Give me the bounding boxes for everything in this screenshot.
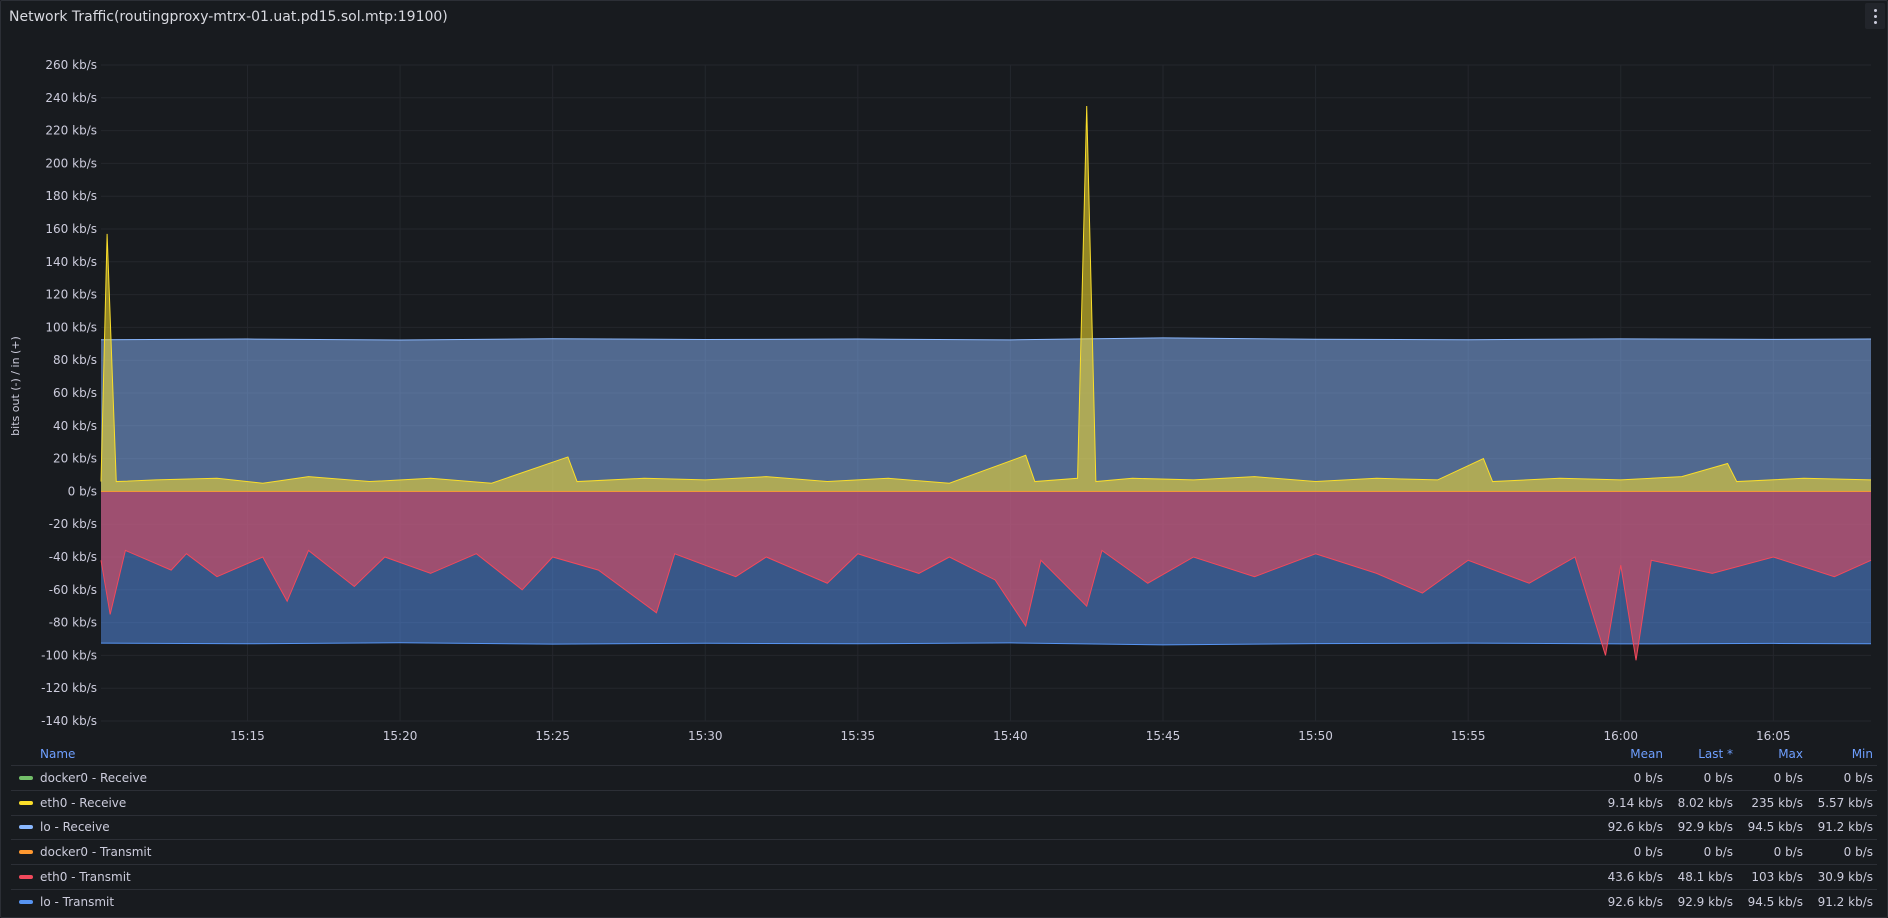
legend-swatch[interactable] xyxy=(19,899,33,904)
legend-mean: 0 b/s xyxy=(1633,770,1663,785)
legend-mean: 92.6 kb/s xyxy=(1607,820,1663,835)
series-line xyxy=(100,337,1872,341)
x-tick-label: 15:35 xyxy=(841,729,876,741)
y-axis-label: bits out (-) / in (+) xyxy=(9,336,22,436)
legend-series-name[interactable]: eth0 - Receive xyxy=(40,795,127,810)
y-tick-label: -20 kb/s xyxy=(49,517,97,531)
x-tick-label: 15:40 xyxy=(993,729,1028,741)
legend-min: 0 b/s xyxy=(1843,845,1873,860)
x-tick-label: 16:05 xyxy=(1756,729,1791,741)
panel-title: Network Traffic(routingproxy-mtrx-01.uat… xyxy=(9,9,448,25)
legend-last: 48.1 kb/s xyxy=(1677,870,1733,885)
x-tick-label: 15:30 xyxy=(688,729,723,741)
y-tick-label: 220 kb/s xyxy=(45,124,97,138)
legend-series-name[interactable]: docker0 - Receive xyxy=(40,770,147,785)
y-tick-label: 240 kb/s xyxy=(45,91,97,105)
legend-table: Name Mean Last * Max Min docker0 - Recei… xyxy=(11,743,1877,914)
series-line xyxy=(100,642,1872,646)
legend-mean: 9.14 kb/s xyxy=(1607,795,1663,810)
legend-swatch[interactable] xyxy=(19,800,33,805)
legend-swatch[interactable] xyxy=(19,775,33,780)
vertical-ellipsis-icon xyxy=(1873,7,1877,25)
legend-last: 92.9 kb/s xyxy=(1677,820,1733,835)
y-tick-label: 260 kb/s xyxy=(45,58,97,72)
legend-last: 0 b/s xyxy=(1703,845,1733,860)
y-tick-label: -100 kb/s xyxy=(41,648,97,662)
legend-max: 103 kb/s xyxy=(1751,870,1803,885)
y-tick-label: -80 kb/s xyxy=(49,616,97,630)
legend-series-name[interactable]: docker0 - Transmit xyxy=(40,845,152,860)
legend-swatch[interactable] xyxy=(19,825,33,830)
y-tick-label: 180 kb/s xyxy=(45,189,97,203)
series-line xyxy=(100,549,1872,661)
y-tick-label: 200 kb/s xyxy=(45,156,97,170)
legend-col-mean[interactable]: Mean xyxy=(1630,747,1663,761)
x-tick-label: 15:50 xyxy=(1298,729,1333,741)
legend-min: 30.9 kb/s xyxy=(1817,870,1873,885)
legend-swatch[interactable] xyxy=(19,850,33,855)
legend-max: 235 kb/s xyxy=(1751,795,1803,810)
y-tick-label: 80 kb/s xyxy=(53,353,97,367)
y-tick-label: 60 kb/s xyxy=(53,386,97,400)
legend-row[interactable]: eth0 - Transmit 43.6 kb/s 48.1 kb/s 103 … xyxy=(11,864,1877,889)
legend-swatch[interactable] xyxy=(19,875,33,880)
legend-series-name[interactable]: lo - Receive xyxy=(40,820,110,835)
legend-col-name[interactable]: Name xyxy=(40,747,76,761)
y-tick-label: 100 kb/s xyxy=(45,320,97,334)
x-tick-label: 16:00 xyxy=(1603,729,1638,741)
series-area xyxy=(101,491,1871,661)
y-tick-label: -140 kb/s xyxy=(41,714,97,728)
chart-plot[interactable]: 260 kb/s 240 kb/s 220 kb/s 200 kb/s 180 kb/s… xyxy=(1,1,1887,741)
y-tick-label: -40 kb/s xyxy=(49,550,97,564)
y-tick-label: 40 kb/s xyxy=(53,419,97,433)
y-axis: 260 kb/s 240 kb/s 220 kb/s 200 kb/s 180 kb/s… xyxy=(41,58,97,728)
x-axis: 15:15 15:20 15:25 15:30 15:35 15:40 15:45 15:50… xyxy=(230,729,1790,741)
legend-last: 92.9 kb/s xyxy=(1677,894,1733,909)
legend-mean: 92.6 kb/s xyxy=(1607,894,1663,909)
x-tick-label: 15:15 xyxy=(230,729,265,741)
legend-min: 5.57 kb/s xyxy=(1817,795,1873,810)
legend-series-name[interactable]: lo - Transmit xyxy=(40,894,115,909)
legend-row[interactable]: docker0 - Transmit 0 b/s 0 b/s 0 b/s 0 b… xyxy=(11,839,1877,864)
y-tick-label: 160 kb/s xyxy=(45,222,97,236)
legend-max: 94.5 kb/s xyxy=(1747,820,1803,835)
legend-mean: 43.6 kb/s xyxy=(1607,870,1663,885)
series-line xyxy=(100,105,1872,484)
x-tick-label: 15:55 xyxy=(1451,729,1486,741)
y-tick-label: 120 kb/s xyxy=(45,288,97,302)
y-tick-label: 20 kb/s xyxy=(53,452,97,466)
legend-col-last[interactable]: Last * xyxy=(1698,747,1733,761)
legend-max: 0 b/s xyxy=(1773,770,1803,785)
panel-menu-button[interactable] xyxy=(1865,3,1885,29)
legend-header: Name Mean Last * Max Min xyxy=(11,743,1877,765)
legend-series-name[interactable]: eth0 - Transmit xyxy=(40,870,131,885)
legend-mean: 0 b/s xyxy=(1633,845,1663,860)
legend-max: 0 b/s xyxy=(1773,845,1803,860)
legend-min: 91.2 kb/s xyxy=(1817,820,1873,835)
legend-last: 8.02 kb/s xyxy=(1677,795,1733,810)
legend-min: 0 b/s xyxy=(1843,770,1873,785)
y-tick-label: -60 kb/s xyxy=(49,583,97,597)
legend-row[interactable]: docker0 - Receive 0 b/s 0 b/s 0 b/s 0 b/… xyxy=(11,765,1877,790)
y-tick-label: -120 kb/s xyxy=(41,681,97,695)
legend-min: 91.2 kb/s xyxy=(1817,894,1873,909)
y-tick-label: 0 b/s xyxy=(68,484,97,498)
y-tick-label: 140 kb/s xyxy=(45,255,97,269)
legend-row[interactable]: eth0 - Receive 9.14 kb/s 8.02 kb/s 235 k… xyxy=(11,789,1877,815)
legend-max: 94.5 kb/s xyxy=(1747,894,1803,909)
legend-row[interactable]: lo - Transmit 92.6 kb/s 92.9 kb/s 94.5 k… xyxy=(11,888,1877,914)
x-tick-label: 15:20 xyxy=(383,729,418,741)
legend-col-min[interactable]: Min xyxy=(1851,747,1873,761)
chart-series-layer xyxy=(100,105,1872,661)
series-area xyxy=(101,337,1871,492)
x-tick-label: 15:45 xyxy=(1146,729,1181,741)
legend-row[interactable]: lo - Receive 92.6 kb/s 92.9 kb/s 94.5 kb… xyxy=(11,814,1877,840)
x-tick-label: 15:25 xyxy=(535,729,570,741)
legend-col-max[interactable]: Max xyxy=(1778,747,1803,761)
legend-last: 0 b/s xyxy=(1703,770,1733,785)
